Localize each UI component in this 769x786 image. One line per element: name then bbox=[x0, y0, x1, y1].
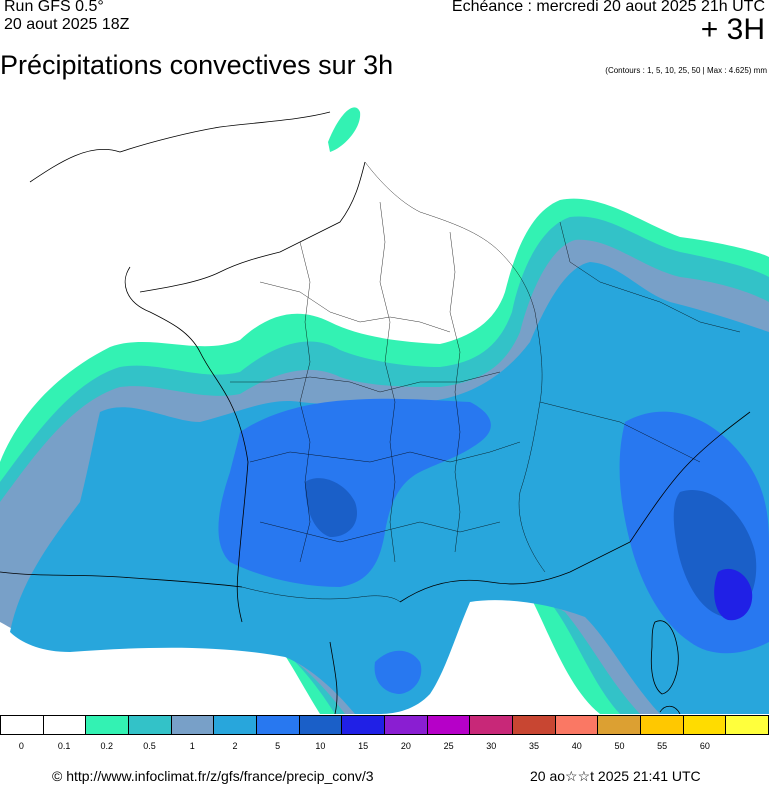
precip-band-10 bbox=[714, 568, 753, 621]
admin-borders bbox=[230, 161, 741, 603]
legend-tick-label: 10 bbox=[315, 741, 326, 751]
coastline-italy bbox=[629, 411, 751, 543]
coastlines bbox=[0, 111, 751, 714]
coastline-spain-north bbox=[0, 571, 243, 588]
legend-tick-label: 35 bbox=[529, 741, 540, 751]
forecast-offset-label: + 3H bbox=[700, 13, 765, 46]
legend-swatch bbox=[385, 715, 428, 735]
legend-swatch bbox=[342, 715, 386, 735]
coastline-channel bbox=[139, 161, 366, 293]
precip-band-2 bbox=[218, 398, 491, 587]
legend-tick-label: 40 bbox=[571, 741, 582, 751]
legend-tick-label: 0 bbox=[18, 741, 24, 751]
legend-tick-label: 0.2 bbox=[100, 741, 114, 751]
legend-swatch bbox=[598, 715, 642, 735]
precip-band-2-pyr bbox=[374, 650, 422, 694]
color-legend bbox=[0, 715, 769, 737]
precip-band-0.1-north bbox=[328, 107, 361, 152]
legend-swatch bbox=[299, 715, 343, 735]
coastline-corsica bbox=[650, 620, 679, 695]
legend-swatch bbox=[555, 715, 599, 735]
precipitation-map bbox=[0, 82, 769, 714]
legend-tick-label: 5 bbox=[275, 741, 281, 751]
legend-swatch bbox=[427, 715, 471, 735]
generated-timestamp: 20 ao☆☆t 2025 21:41 UTC bbox=[530, 768, 701, 784]
coastline-spain-east bbox=[329, 641, 338, 714]
contours-note: (Contours : 1, 5, 10, 25, 50 | Max : 4.6… bbox=[605, 66, 767, 75]
legend-swatch bbox=[641, 715, 684, 735]
legend-swatch bbox=[470, 715, 514, 735]
run-date-label: 20 aout 2025 18Z bbox=[4, 16, 130, 33]
legend-tick-label: 15 bbox=[358, 741, 369, 751]
coastline-med bbox=[399, 541, 631, 603]
legend-tick-label: 25 bbox=[443, 741, 454, 751]
legend-swatch bbox=[86, 715, 130, 735]
legend-tick-label: 60 bbox=[699, 741, 710, 751]
legend-tick-label: 0.5 bbox=[143, 741, 156, 751]
legend-tick-label: 55 bbox=[657, 741, 668, 751]
legend-tick-label: 0.1 bbox=[57, 741, 71, 751]
legend-swatch bbox=[257, 715, 300, 735]
coastline-sardinia bbox=[659, 705, 681, 714]
precip-field bbox=[0, 107, 769, 714]
legend-swatch bbox=[171, 715, 215, 735]
legend-tick-label: 20 bbox=[400, 741, 411, 751]
legend-ticks: 0 0.1 0.2 0.5 1 2 5 10 15 20 25 30 35 40 50 55 60 bbox=[0, 740, 769, 754]
legend-swatch bbox=[214, 715, 258, 735]
legend-swatch bbox=[726, 715, 769, 735]
run-info: Run GFS 0.5° 20 aout 2025 18Z bbox=[4, 0, 129, 34]
legend-tick-label: 50 bbox=[614, 741, 625, 751]
legend-swatch bbox=[43, 715, 87, 735]
legend-tick-label: 30 bbox=[486, 741, 497, 751]
map-svg bbox=[0, 107, 769, 714]
coastline-brittany bbox=[124, 266, 249, 463]
precip-band-5 bbox=[305, 478, 358, 537]
map-title: Précipitations convectives sur 3h bbox=[0, 50, 394, 80]
legend-tick-label: 1 bbox=[189, 741, 195, 751]
legend-swatch bbox=[0, 715, 44, 735]
run-model-label: Run GFS 0.5° bbox=[4, 0, 104, 15]
coastline-england bbox=[29, 111, 331, 183]
source-url: © http://www.infoclimat.fr/z/gfs/france/… bbox=[52, 768, 374, 784]
legend-tick-label: 2 bbox=[232, 741, 238, 751]
echeance-label: Echéance : mercredi 20 aout 2025 21h UTC bbox=[451, 0, 765, 15]
legend-swatch bbox=[129, 715, 172, 735]
legend-swatch bbox=[513, 715, 556, 735]
coastline-atlantic bbox=[236, 461, 249, 623]
legend-swatch bbox=[683, 715, 727, 735]
